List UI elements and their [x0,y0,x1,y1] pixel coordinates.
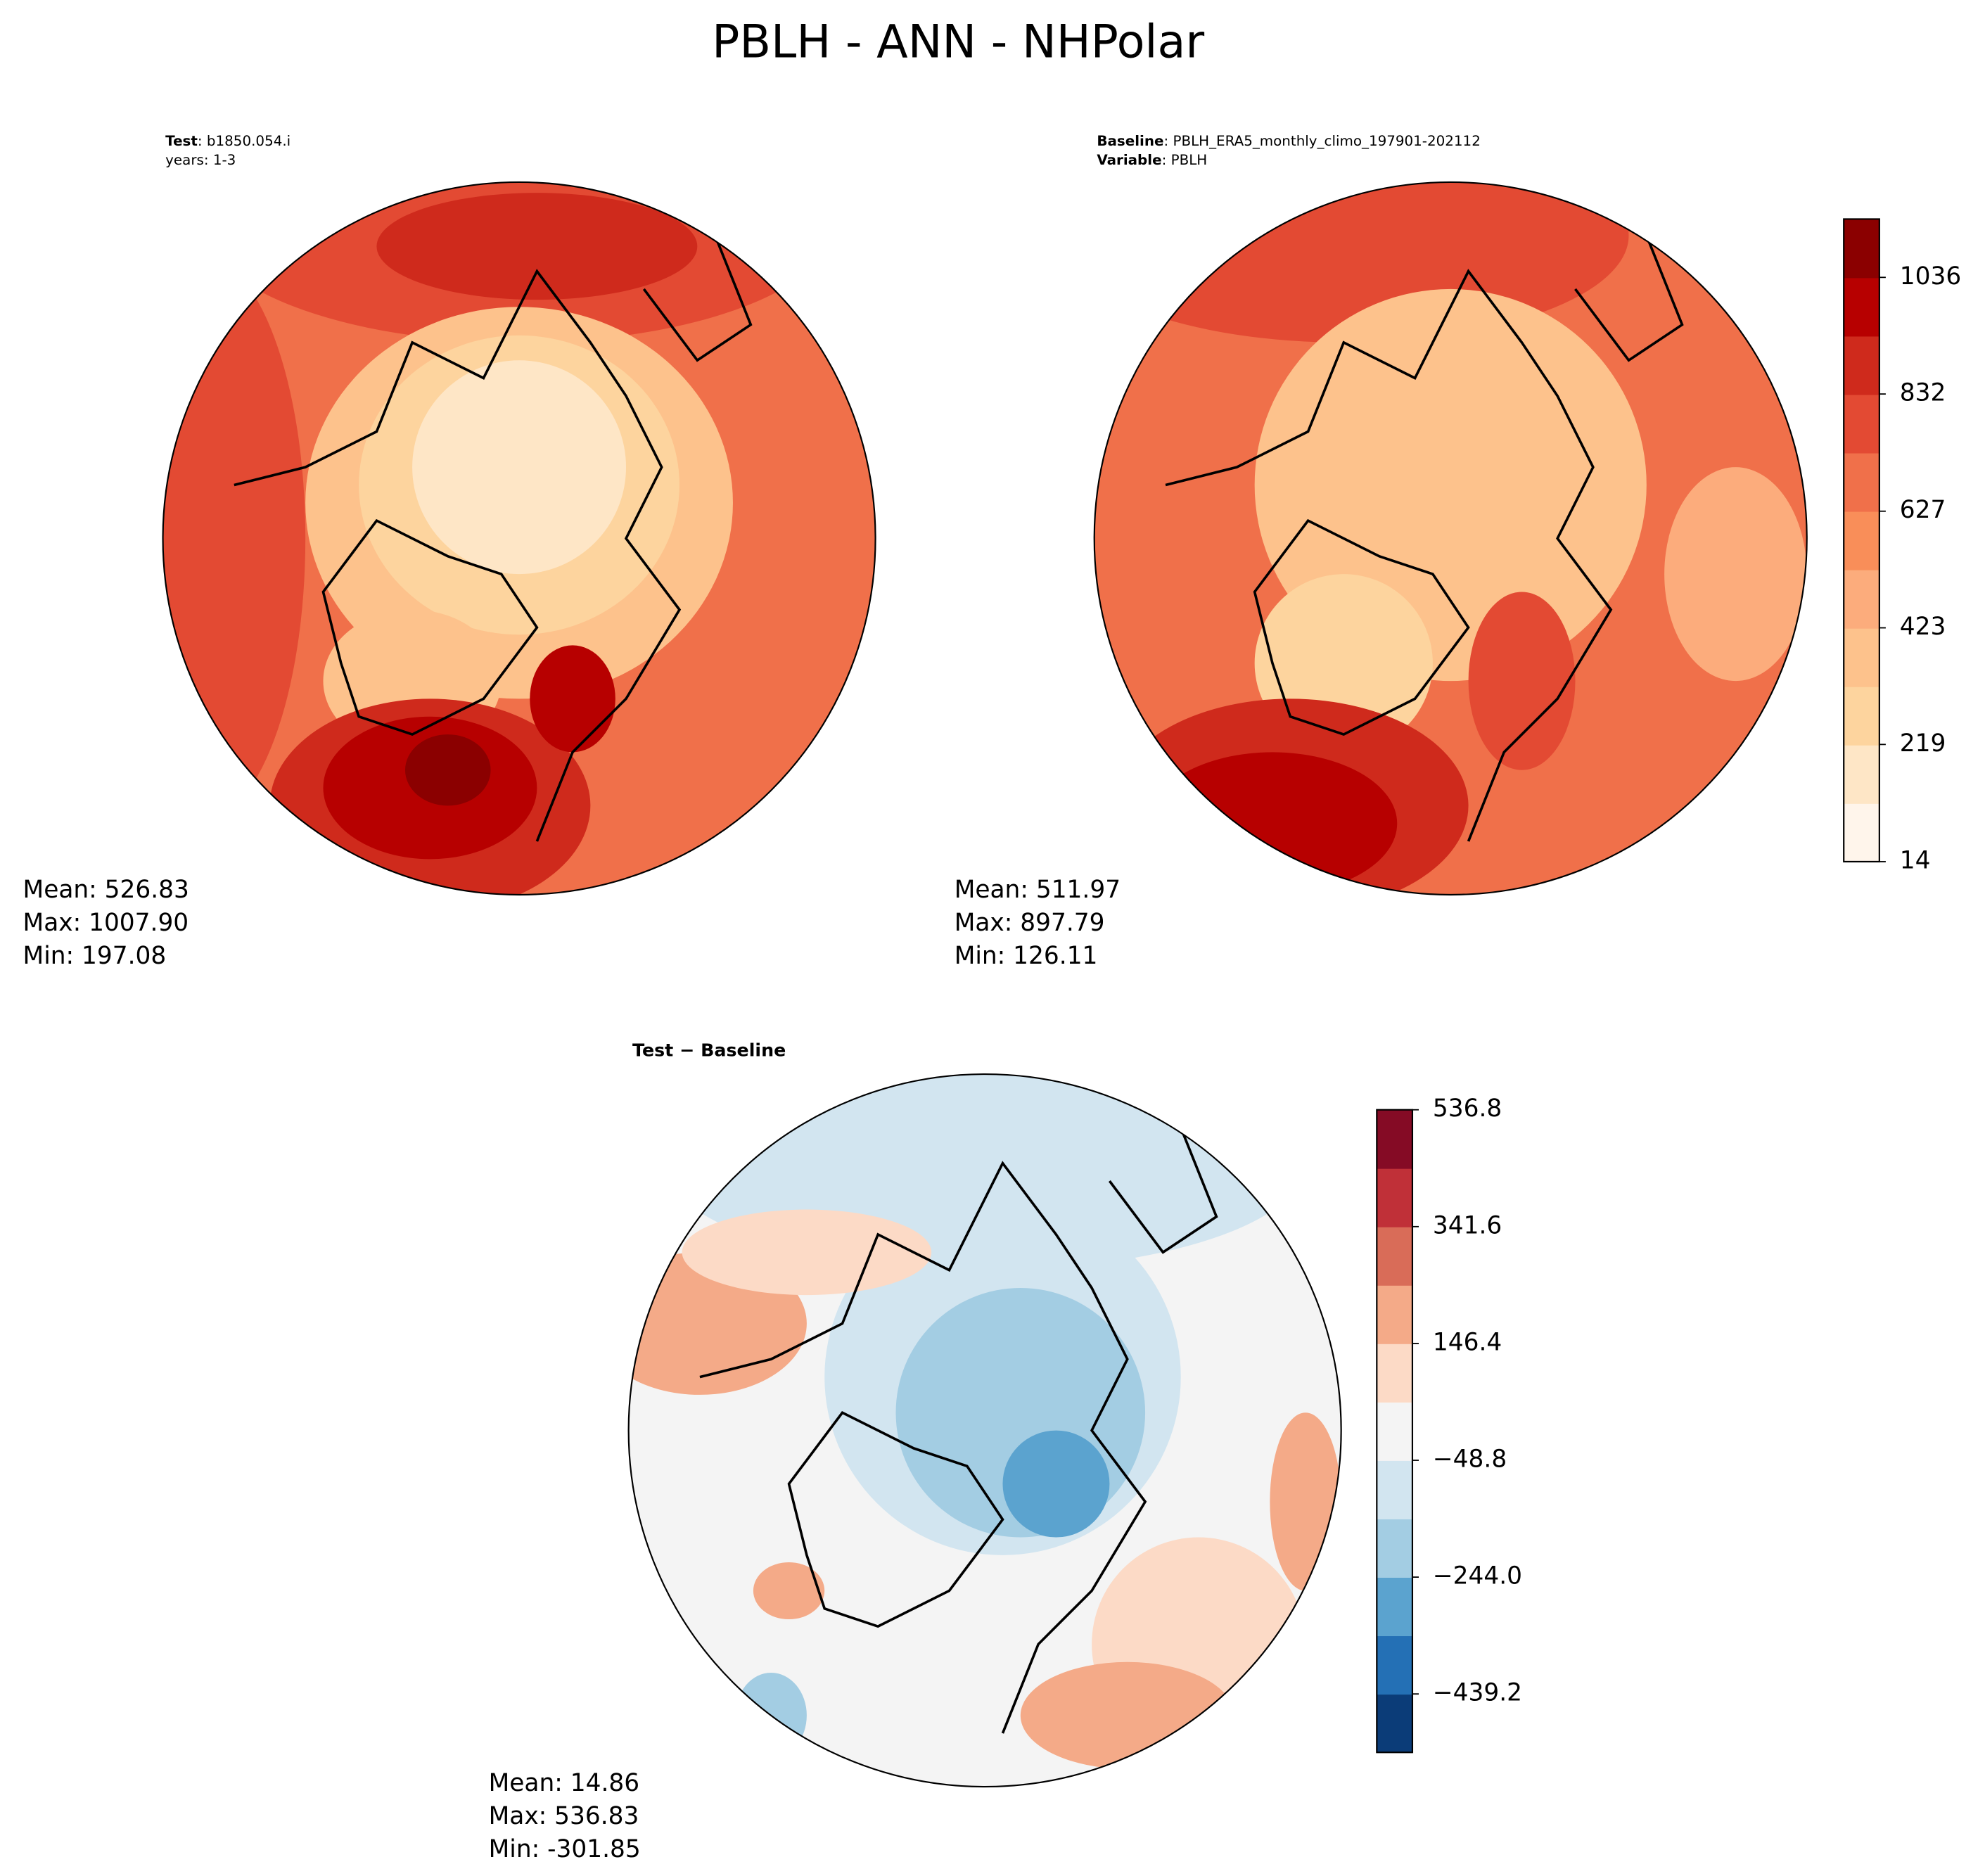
field-region [404,734,491,806]
colorbar-band [1844,336,1879,395]
colorbar-band [1844,627,1879,687]
header-text: years: 1-3 [165,152,236,168]
field-region [412,360,627,575]
field-region [682,1209,932,1296]
field-region [1002,1430,1110,1538]
colorbar-band [1844,686,1879,746]
map [628,1074,1341,1787]
colorbar-band [1377,1168,1412,1227]
header-label: Test [165,133,198,149]
colorbar-band [1377,1284,1412,1344]
colorbar-tick-label: 146.4 [1433,1328,1502,1356]
colorbar-tick-label: 423 [1900,613,1946,641]
panel-stat: Max: 1007.90 [23,909,189,937]
coastline [1165,235,1684,842]
field-region [1468,592,1576,770]
map-boundary [1093,181,1808,896]
field-region [530,645,615,753]
colorbar-tick-label: −244.0 [1433,1562,1522,1590]
panel-stat: Mean: 526.83 [23,876,189,904]
map [162,181,876,895]
panel-stat: Min: 126.11 [955,942,1098,970]
colorbar-band [1377,1519,1412,1578]
colorbar-band [1377,1109,1412,1169]
colorbar-band [1377,1460,1412,1519]
field-region [1147,752,1398,895]
colorbar-band [1844,744,1879,804]
field-region [753,1562,825,1620]
colorbar-frame [1843,218,1880,863]
colorbar-band [1844,219,1879,279]
colorbar-tick-label: 1036 [1900,262,1961,291]
map-boundary [627,1073,1342,1788]
colorbar-tick-label: 341.6 [1433,1211,1502,1239]
colorbar-band [1377,1694,1412,1754]
header-label: Test − Baseline [632,1039,786,1060]
field-region [376,193,698,300]
colorbar-tick-label: −439.2 [1433,1679,1522,1707]
field-region [162,253,306,824]
field-region [1020,1661,1234,1769]
colorbar-band [1377,1577,1412,1637]
figure-title: PBLH - ANN - NHPolar [712,16,1204,69]
colorbar-band [1844,803,1879,862]
panel-header: years: 1-3 [165,152,236,168]
colorbar-band [1844,452,1879,512]
panel-stat: Max: 897.79 [955,909,1105,937]
colorbar: 14 219 423 627 832 1036 [1843,218,1961,874]
colorbar-tick-label: 832 [1900,379,1946,407]
panel-header: Baseline: PBLH_ERA5_monthly_climo_197901… [1097,133,1481,149]
coastline [234,235,753,842]
colorbar-band [1377,1226,1412,1286]
colorbar-band [1377,1635,1412,1695]
map [1094,181,1807,895]
colorbar-tick-label: 219 [1900,729,1946,758]
colorbar: −439.2 −244.0 −48.8 146.4 341.6 536.8 [1376,1095,1522,1754]
field-region [1664,467,1807,682]
colorbar-band [1844,394,1879,454]
map-boundary [162,181,876,896]
field-region [1094,181,1629,343]
header-label: Variable [1097,152,1161,168]
panel-stat: Mean: 511.97 [955,876,1121,904]
colorbar-frame [1376,1109,1414,1754]
header-text: : b1850.054.i [198,133,291,149]
colorbar-band [1844,511,1879,570]
panel-stat: Min: 197.08 [23,942,167,970]
colorbar-tick-label: 536.8 [1433,1095,1502,1123]
colorbar-band [1844,277,1879,337]
colorbar-tick-label: 627 [1900,496,1946,524]
colorbar-band [1377,1401,1412,1461]
panel-stat: Max: 536.83 [489,1802,639,1830]
colorbar-tick-label: 14 [1900,846,1931,874]
panel-stat: Min: -301.85 [489,1835,641,1863]
header-label: Baseline [1097,133,1163,149]
coastline [699,1127,1218,1734]
colorbar-band [1377,1343,1412,1403]
panel-header: Test: b1850.054.i [165,133,291,149]
panel-stat: Mean: 14.86 [489,1769,639,1797]
panel-header: Test − Baseline [632,1039,786,1060]
panel-header: Variable: PBLH [1097,152,1207,168]
header-text: : PBLH [1162,152,1208,168]
colorbar-band [1844,569,1879,629]
colorbar-tick-label: −48.8 [1433,1446,1507,1474]
header-text: : PBLH_ERA5_monthly_climo_197901-202112 [1163,133,1480,149]
field-region [1270,1412,1341,1591]
